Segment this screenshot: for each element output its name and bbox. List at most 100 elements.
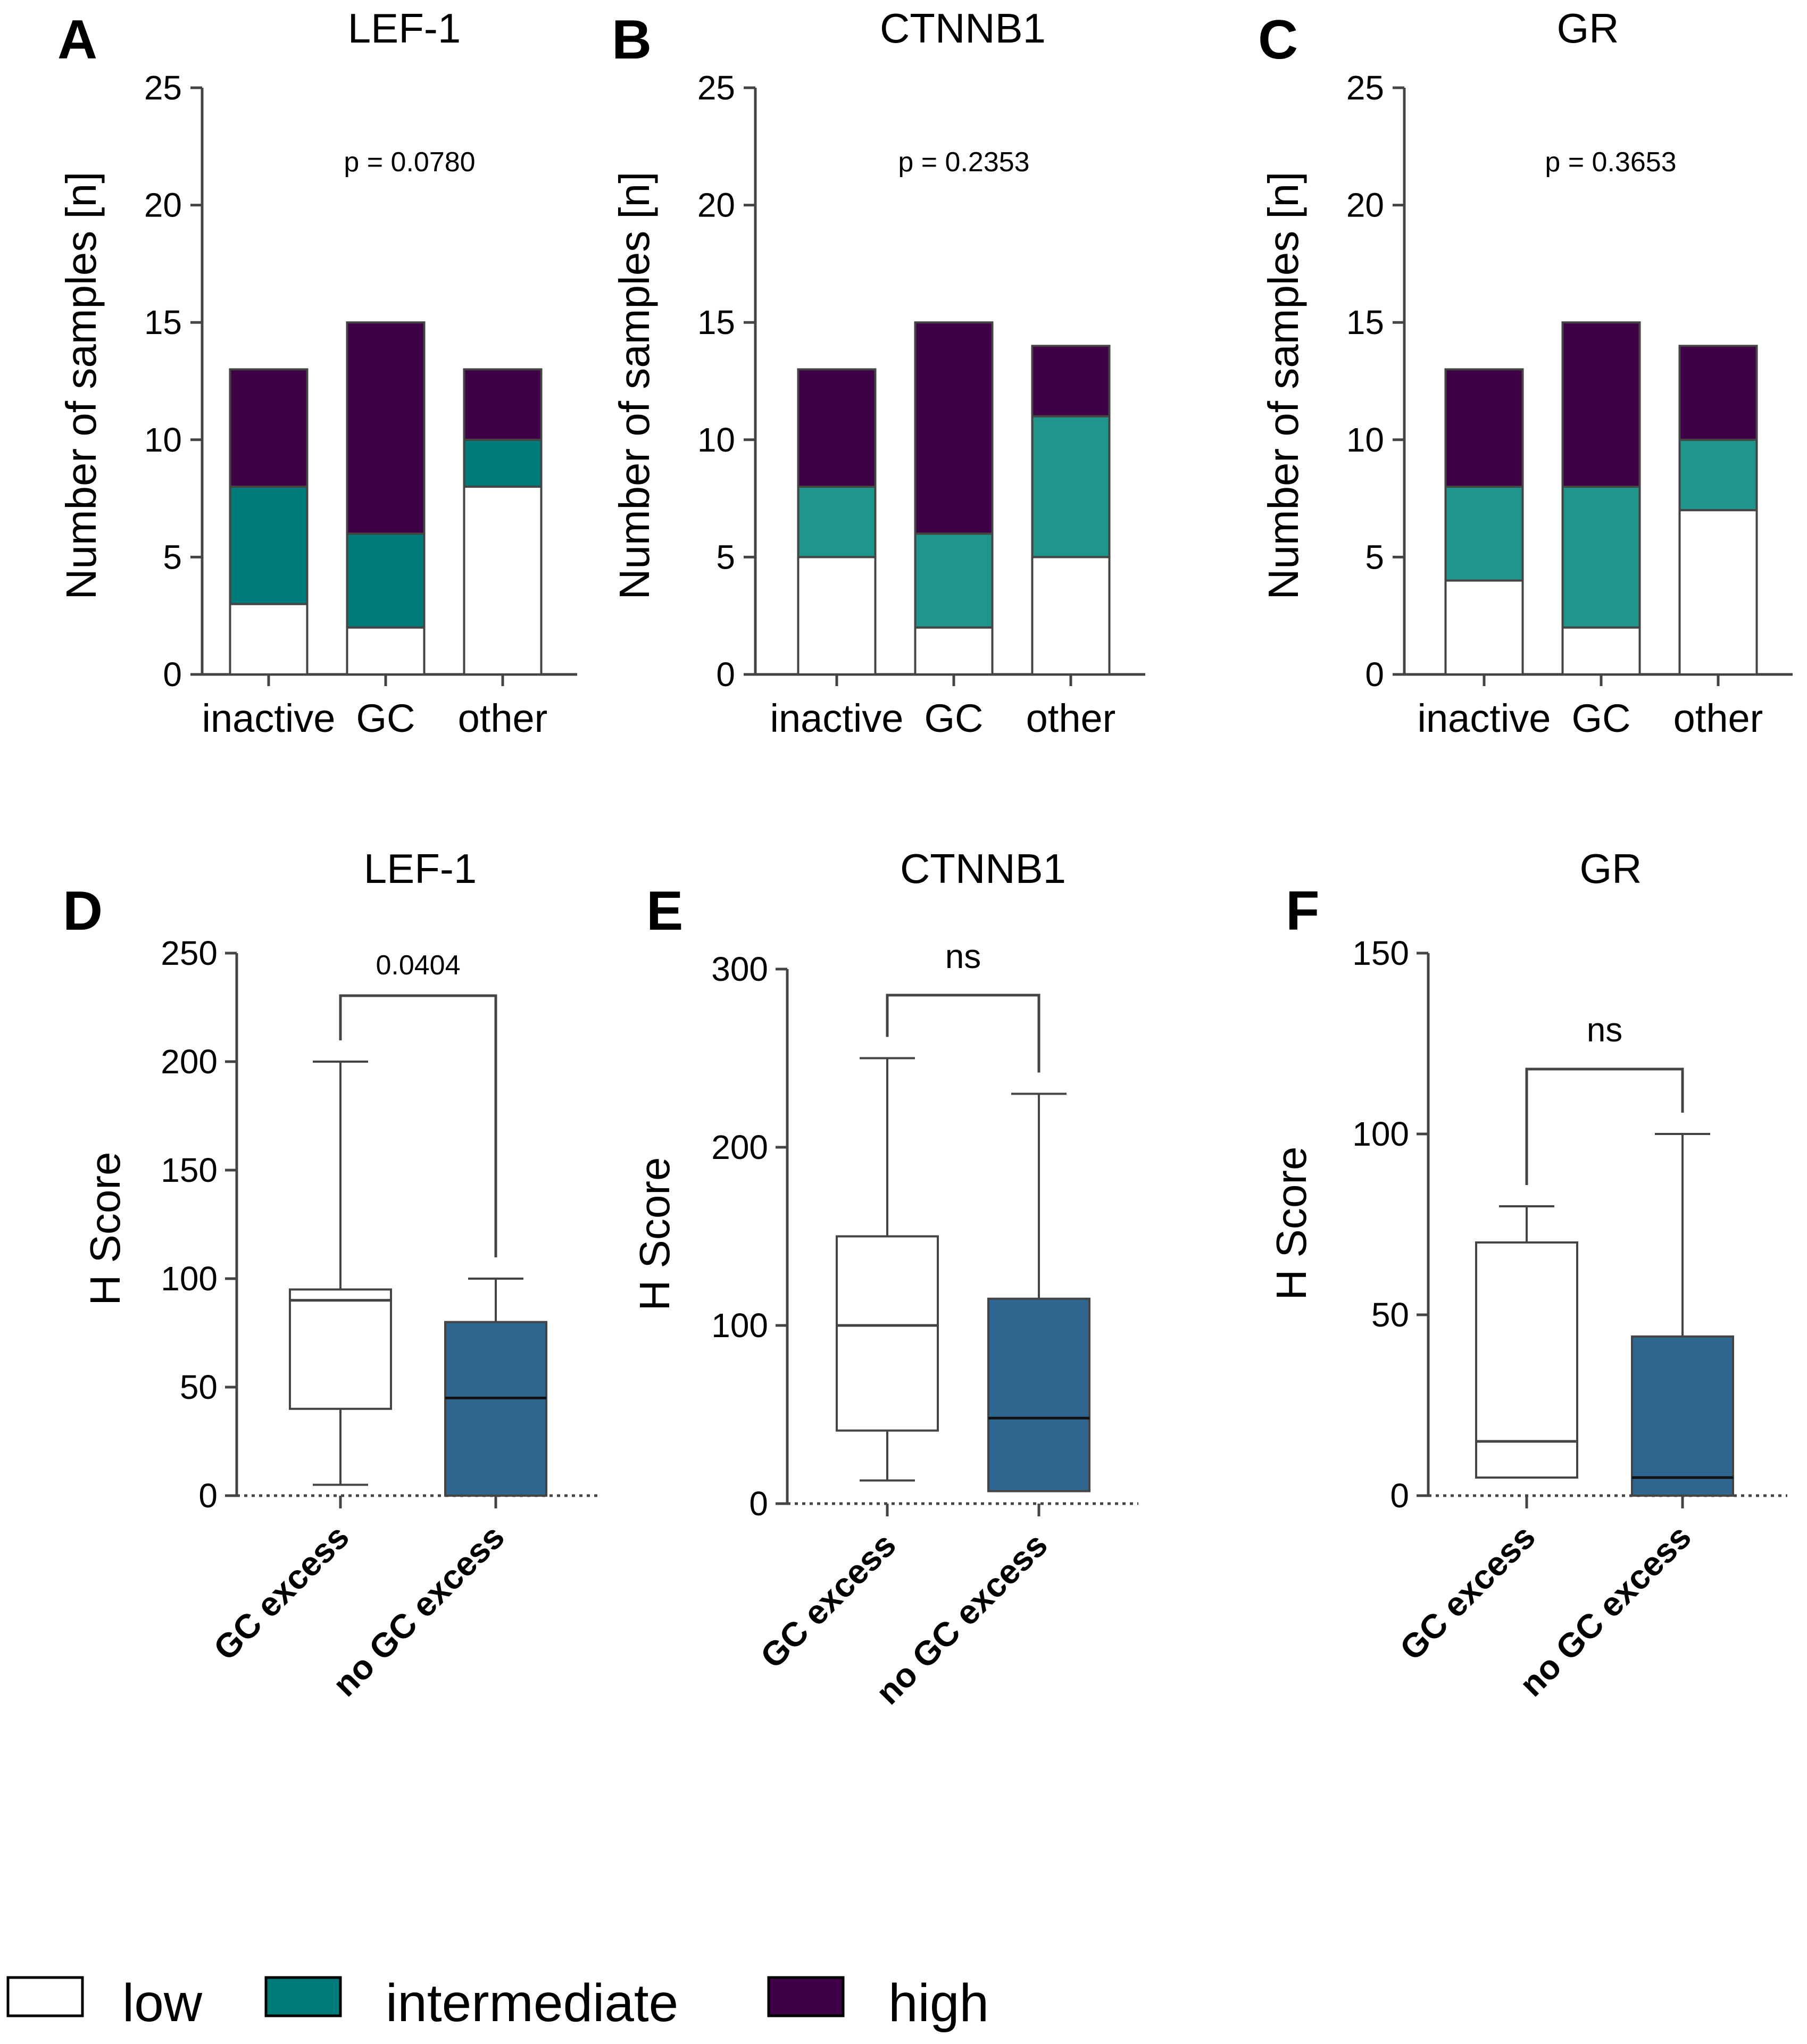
y-tick-label: 0 xyxy=(198,1476,218,1515)
y-tick-label: 300 xyxy=(711,950,768,988)
p-value: p = 0.2353 xyxy=(898,147,1029,178)
bar-intermediate xyxy=(1678,438,1758,512)
x-tick-label: GC xyxy=(925,696,984,740)
legend-swatch-high xyxy=(767,1976,845,2017)
legend-label-low: low xyxy=(122,1973,203,2033)
y-tick-label: 25 xyxy=(1346,69,1384,107)
bar-intermediate xyxy=(229,486,309,605)
y-tick-label: 10 xyxy=(144,421,182,459)
x-tick-label: GC xyxy=(356,696,415,740)
y-tick-label: 15 xyxy=(144,303,182,341)
box xyxy=(987,1297,1090,1492)
p-value: p = 0.0780 xyxy=(344,147,475,178)
y-tick-label: 15 xyxy=(697,303,735,341)
bar-high xyxy=(463,368,543,441)
box xyxy=(836,1235,939,1432)
legend-swatch-intermediate xyxy=(264,1976,342,2017)
y-tick-label: 100 xyxy=(161,1259,218,1298)
x-tick-label: GC excess xyxy=(753,1525,903,1675)
y-axis-label: H Score xyxy=(81,1152,129,1306)
x-tick-label: other xyxy=(1026,696,1116,740)
panel-letter: B xyxy=(612,9,652,71)
x-tick-label: inactive xyxy=(770,696,904,740)
bar-intermediate xyxy=(1444,486,1524,582)
y-tick-label: 25 xyxy=(697,69,735,107)
y-tick-label: 50 xyxy=(180,1368,218,1406)
box xyxy=(1631,1335,1734,1497)
y-tick-label: 100 xyxy=(711,1306,768,1345)
chart-title: GR xyxy=(1557,5,1619,52)
y-tick-label: 150 xyxy=(1352,934,1409,972)
legend-swatch-low xyxy=(6,1976,84,2017)
y-tick-label: 0 xyxy=(1390,1476,1409,1515)
bar-low xyxy=(797,556,877,676)
bar-low xyxy=(914,626,994,676)
y-tick-label: 200 xyxy=(161,1042,218,1081)
comparison-bracket xyxy=(339,994,497,1257)
x-tick-label: other xyxy=(1673,696,1763,740)
legend-label-intermediate: intermediate xyxy=(386,1973,678,2033)
y-axis-label: H Score xyxy=(1268,1147,1315,1300)
x-tick-label: GC xyxy=(1572,696,1631,740)
y-axis-label: Number of samples [n] xyxy=(1260,172,1307,600)
y-axis-label: H Score xyxy=(631,1157,678,1311)
y-tick-label: 200 xyxy=(711,1128,768,1166)
bar-high xyxy=(797,368,877,488)
panel-letter: C xyxy=(1258,9,1298,71)
box xyxy=(289,1288,392,1410)
comparison-label: 0.0404 xyxy=(376,950,460,981)
panel-letter: D xyxy=(63,880,103,942)
bar-intermediate xyxy=(914,532,994,629)
chart-title: LEF-1 xyxy=(364,845,477,892)
y-tick-label: 10 xyxy=(697,421,735,459)
x-tick-label: inactive xyxy=(202,696,336,740)
legend-label-high: high xyxy=(888,1973,989,2033)
y-tick-label: 20 xyxy=(144,186,182,224)
comparison-bracket xyxy=(1525,1067,1684,1185)
y-tick-label: 0 xyxy=(163,655,182,694)
bar-low xyxy=(346,626,426,676)
bar-low xyxy=(1444,579,1524,676)
bar-high xyxy=(346,321,426,535)
bar-high xyxy=(1561,321,1641,488)
comparison-label: ns xyxy=(1587,1011,1623,1049)
bar-low xyxy=(463,486,543,675)
bar-intermediate xyxy=(346,532,426,629)
y-tick-label: 5 xyxy=(1365,538,1384,576)
bar-high xyxy=(229,368,309,488)
y-tick-label: 15 xyxy=(1346,303,1384,341)
y-tick-label: 20 xyxy=(1346,186,1384,224)
bar-low xyxy=(229,603,309,676)
legend: low intermediate high xyxy=(6,1973,989,2033)
y-tick-label: 25 xyxy=(144,69,182,107)
y-tick-label: 100 xyxy=(1352,1115,1409,1153)
bar-high xyxy=(1678,345,1758,441)
y-tick-label: 250 xyxy=(161,934,218,972)
chart-title: CTNNB1 xyxy=(880,5,1046,52)
bar-high xyxy=(1444,368,1524,488)
x-tick-label: GC excess xyxy=(206,1517,356,1667)
y-tick-label: 0 xyxy=(1365,655,1384,694)
y-axis-label: Number of samples [n] xyxy=(57,172,105,600)
bar-high xyxy=(1031,345,1111,418)
panel-c: C GR Number of samples [n] 0 5 10 15 20 25 inacti… xyxy=(1258,5,1793,740)
panel-a: A LEF-1 Number of samples [n] 0 5 10 15 20 25 ina… xyxy=(57,5,577,740)
x-tick-label: other xyxy=(458,696,548,740)
chart-title: CTNNB1 xyxy=(900,845,1066,892)
y-tick-label: 5 xyxy=(163,538,182,576)
chart-title: LEF-1 xyxy=(348,5,461,52)
y-tick-label: 0 xyxy=(716,655,735,694)
panel-b: B CTNNB1 Number of samples [n] 0 5 10 15 20 25 in… xyxy=(611,5,1145,740)
y-tick-label: 20 xyxy=(697,186,735,224)
bar-low xyxy=(1031,556,1111,676)
panel-letter: F xyxy=(1286,880,1320,942)
y-tick-label: 150 xyxy=(161,1151,218,1189)
bar-low xyxy=(1678,509,1758,675)
box xyxy=(1475,1241,1578,1479)
y-tick-label: 5 xyxy=(716,538,735,576)
bar-intermediate xyxy=(1561,486,1641,629)
